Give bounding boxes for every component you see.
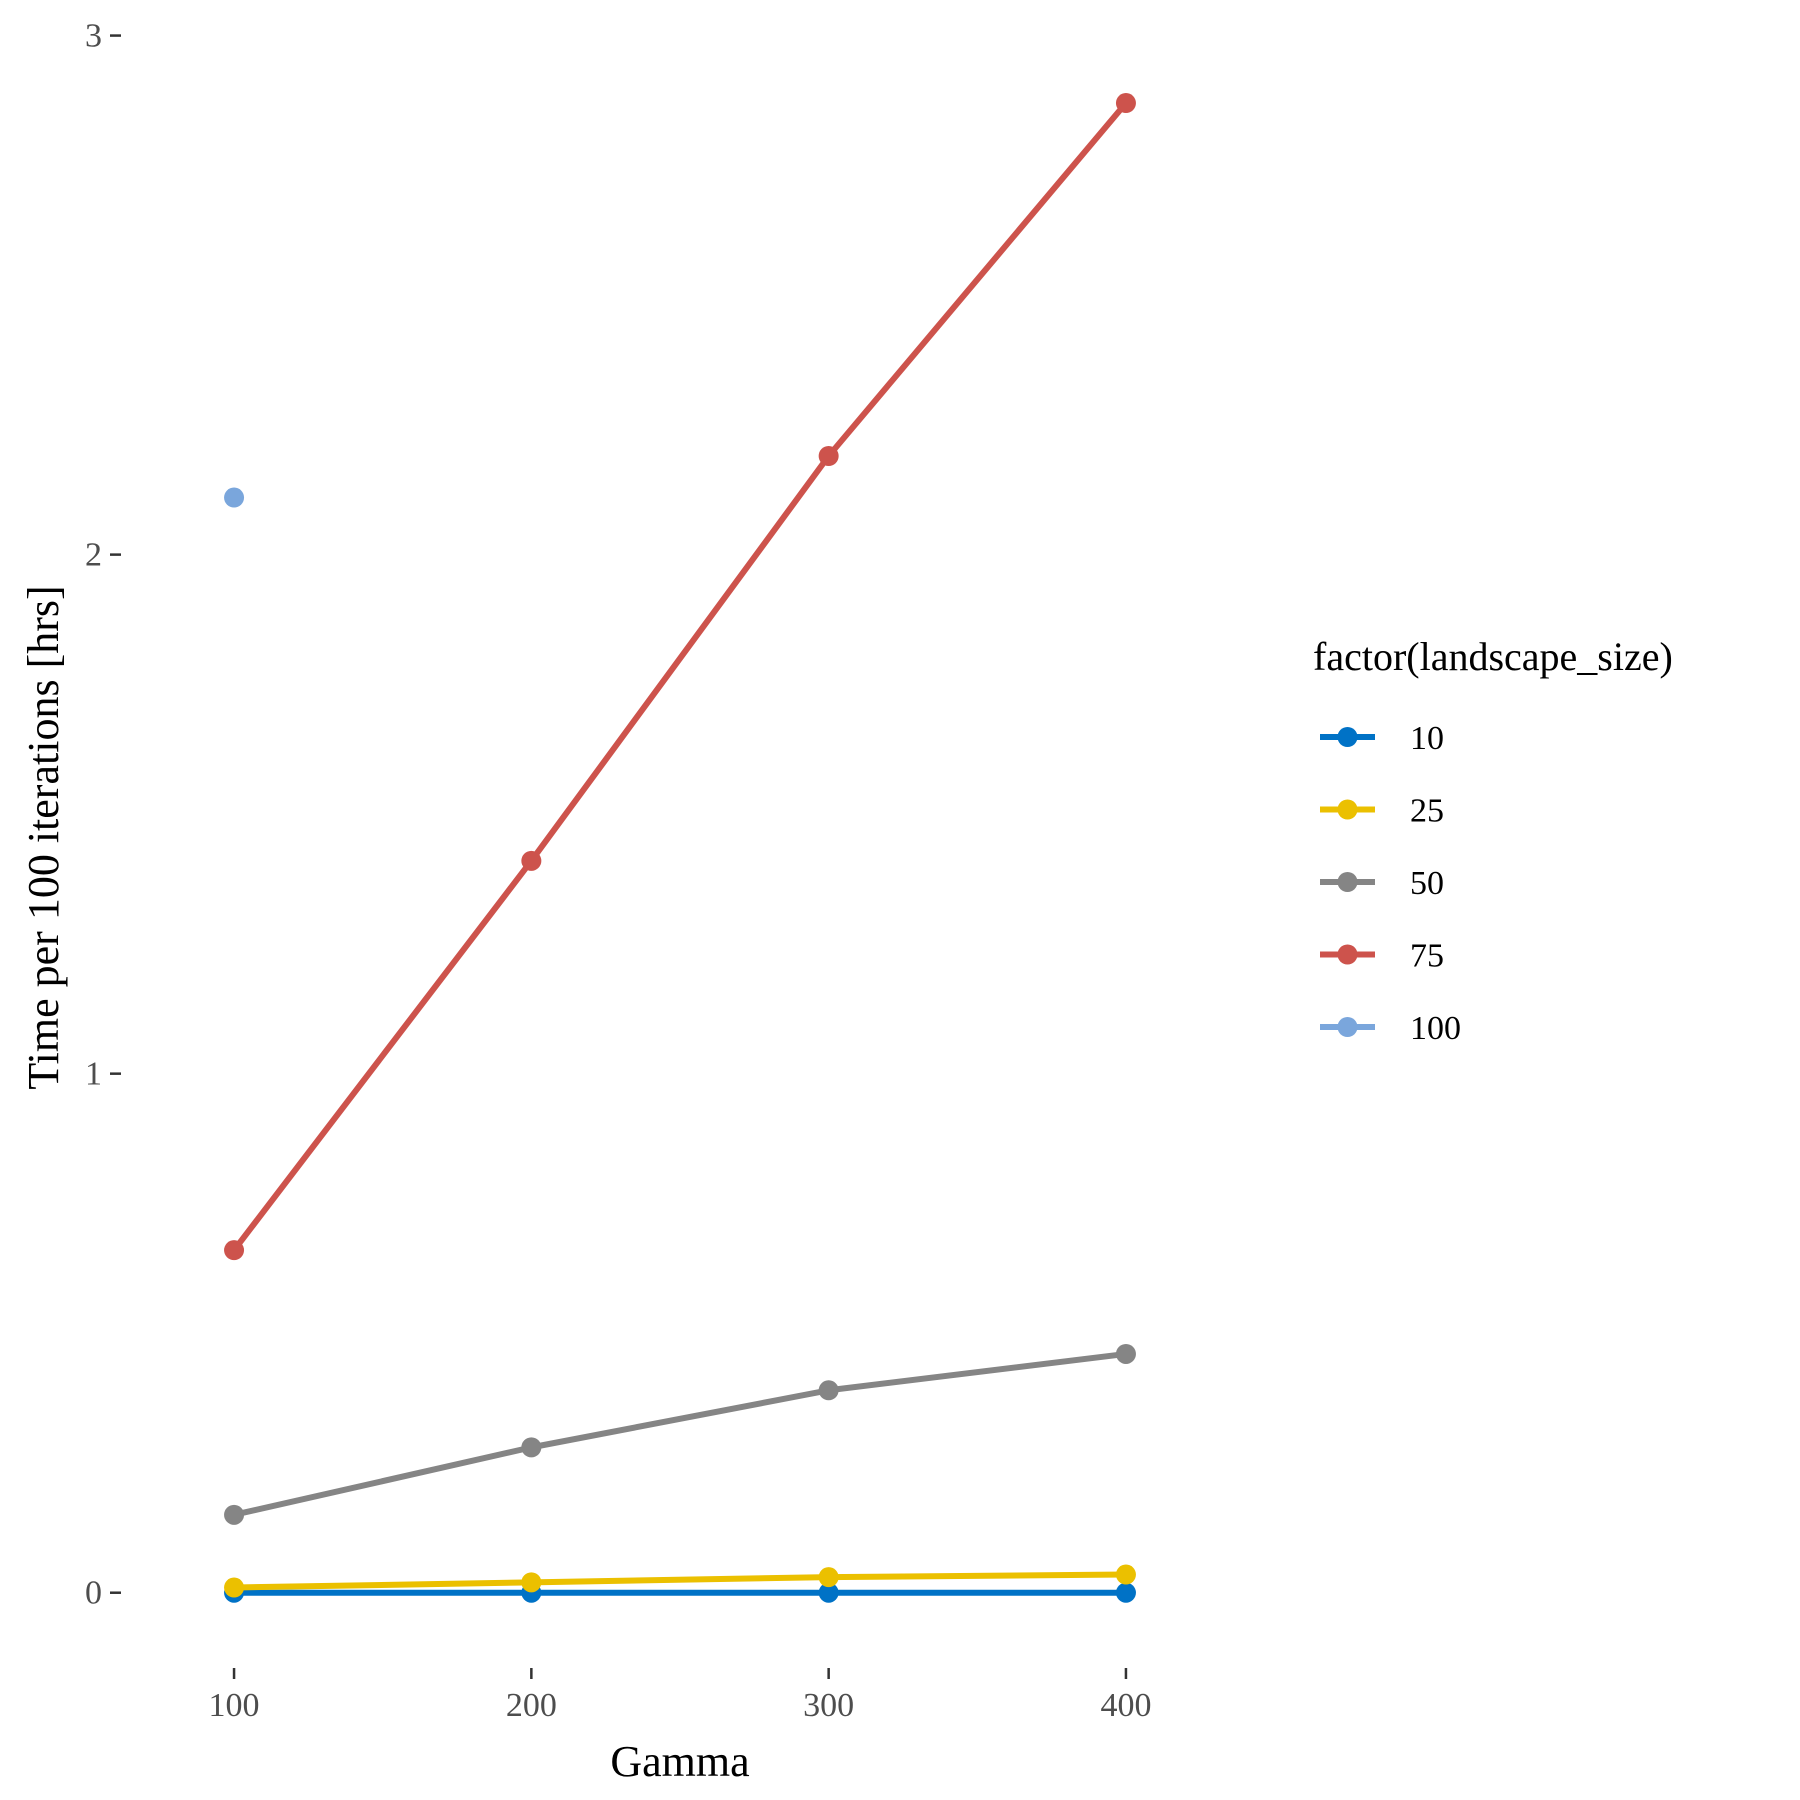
x-axis-title: Gamma <box>610 1737 749 1786</box>
data-point <box>818 1380 839 1401</box>
data-point <box>1115 93 1136 114</box>
legend-item-75: 75 <box>1320 938 1444 975</box>
data-point <box>818 1582 839 1603</box>
legend-key-point <box>1337 944 1358 965</box>
legend-item-50: 50 <box>1320 865 1444 902</box>
data-point <box>521 1437 542 1458</box>
y-tick-label: 1 <box>85 1056 102 1093</box>
series-line <box>231 100 1129 1254</box>
series-50 <box>224 1343 1136 1525</box>
series-line <box>231 1571 1129 1591</box>
data-point <box>818 1567 839 1588</box>
data-point <box>1115 1343 1136 1364</box>
data-point <box>521 1572 542 1593</box>
y-tick-label: 3 <box>85 18 102 55</box>
data-point <box>224 1504 245 1525</box>
series-100 <box>224 487 245 508</box>
y-axis: 0 1 2 3 <box>85 18 121 1612</box>
data-point <box>224 1240 245 1261</box>
series-75 <box>224 93 1136 1261</box>
legend-title: factor(landscape_size) <box>1313 634 1673 679</box>
legend-label: 50 <box>1410 865 1444 902</box>
data-point <box>818 446 839 466</box>
y-axis-title: Time per 100 iterations [hrs] <box>19 585 68 1089</box>
x-tick-label: 400 <box>1100 1687 1151 1724</box>
x-axis: 100 200 300 400 <box>209 1668 1151 1724</box>
legend-label: 100 <box>1410 1010 1461 1047</box>
legend-key-point <box>1337 799 1358 820</box>
series-layer <box>224 93 1136 1603</box>
legend-label: 10 <box>1410 720 1444 757</box>
legend-label: 25 <box>1410 793 1444 830</box>
x-tick-label: 200 <box>506 1687 557 1724</box>
x-tick-label: 300 <box>803 1687 854 1724</box>
series-line <box>231 1350 1129 1518</box>
legend-label: 75 <box>1410 938 1444 975</box>
legend-key-point <box>1337 872 1358 892</box>
data-point <box>224 487 245 508</box>
x-tick-label: 100 <box>209 1687 260 1724</box>
series-25 <box>224 1564 1136 1598</box>
data-point <box>1115 1582 1136 1603</box>
y-tick-label: 2 <box>85 537 102 574</box>
legend-item-25: 25 <box>1320 793 1444 830</box>
legend: factor(landscape_size) 10 25 50 75 100 <box>1313 634 1673 1047</box>
legend-key-point <box>1337 727 1358 747</box>
data-point <box>224 1577 245 1598</box>
y-tick-label: 0 <box>85 1575 102 1612</box>
legend-item-100: 100 <box>1320 1010 1461 1047</box>
data-point <box>1115 1564 1136 1585</box>
legend-item-10: 10 <box>1320 720 1444 757</box>
legend-key-point <box>1337 1017 1358 1037</box>
data-point <box>521 850 542 871</box>
